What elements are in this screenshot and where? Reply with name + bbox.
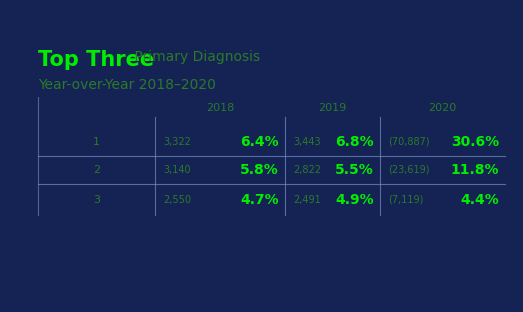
Text: 6.4%: 6.4%	[241, 135, 279, 149]
Text: 2,822: 2,822	[293, 165, 321, 175]
Text: 2,550: 2,550	[163, 195, 191, 205]
Text: 3,322: 3,322	[163, 137, 191, 147]
Text: 3,443: 3,443	[293, 137, 321, 147]
Text: 2020: 2020	[428, 103, 457, 113]
Text: (70,887): (70,887)	[388, 137, 429, 147]
Text: (7,119): (7,119)	[388, 195, 424, 205]
Text: 1: 1	[93, 137, 100, 147]
Text: 5.5%: 5.5%	[335, 163, 374, 177]
Text: Year-over-Year 2018–2020: Year-over-Year 2018–2020	[38, 78, 216, 92]
Text: 4.7%: 4.7%	[241, 193, 279, 207]
Text: 4.4%: 4.4%	[460, 193, 499, 207]
Text: 3: 3	[93, 195, 100, 205]
Text: 3,140: 3,140	[163, 165, 190, 175]
Text: 30.6%: 30.6%	[451, 135, 499, 149]
Text: 5.8%: 5.8%	[240, 163, 279, 177]
Text: 2,491: 2,491	[293, 195, 321, 205]
Text: 6.8%: 6.8%	[335, 135, 374, 149]
Text: 4.9%: 4.9%	[335, 193, 374, 207]
Text: 11.8%: 11.8%	[450, 163, 499, 177]
Text: Top Three: Top Three	[38, 50, 154, 70]
Text: (23,619): (23,619)	[388, 165, 429, 175]
Text: Primary Diagnosis: Primary Diagnosis	[130, 50, 260, 64]
Text: 2: 2	[93, 165, 100, 175]
Text: 2019: 2019	[319, 103, 347, 113]
Text: 2018: 2018	[206, 103, 234, 113]
